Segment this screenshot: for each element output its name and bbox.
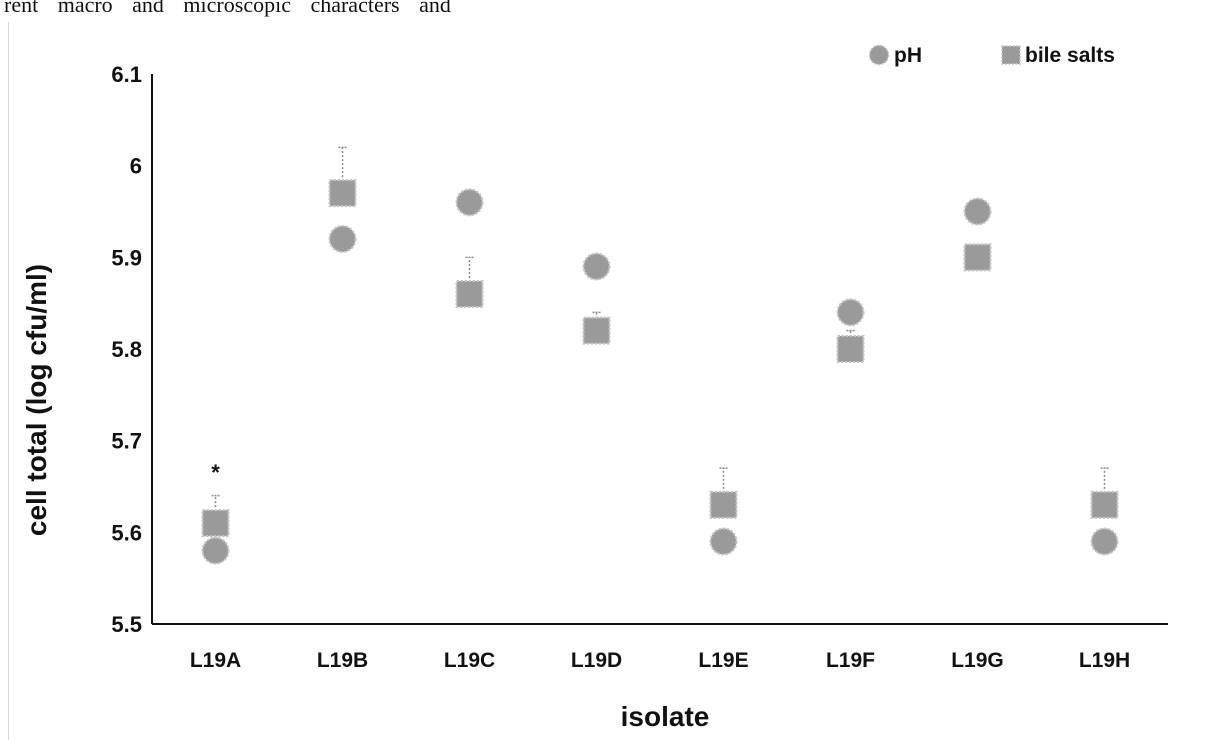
page-header-fragment: rent macro and microscopic characters an… (0, 0, 1214, 20)
x-tick-label: L19H (1079, 649, 1130, 672)
x-tick-labels: L19A L19B L19C L19D L19E L19F L19G L19H (190, 649, 1130, 672)
x-tick-label: L19C (444, 649, 495, 672)
y-tick-label: 6.1 (111, 62, 142, 87)
chart-axes (151, 74, 1168, 625)
x-tick-label: L19F (826, 649, 875, 672)
x-tick-label: L19D (571, 649, 622, 672)
bile-salts-point (201, 509, 230, 538)
legend-label-ph: pH (894, 44, 922, 67)
y-tick-label: 5.8 (111, 337, 142, 362)
bile-salts-point (328, 179, 357, 208)
legend-marker-bile-salts (1001, 45, 1021, 65)
significance-asterisk: * (211, 460, 220, 485)
ph-point (709, 527, 738, 556)
legend-item-ph: pH (868, 44, 922, 67)
bile-salts-point (1090, 490, 1119, 519)
x-tick-label: L19E (698, 649, 748, 672)
x-tick-label: L19B (317, 649, 368, 672)
ph-point (328, 225, 357, 253)
legend-item-bile-salts: bile salts (1001, 44, 1115, 67)
ph-point (836, 298, 865, 327)
y-tick-labels: 5.5 5.6 5.7 5.8 5.9 6 6.1 (111, 62, 142, 637)
data-points (201, 179, 1119, 565)
bile-salts-point (455, 280, 484, 308)
ph-point (201, 536, 230, 565)
y-tick-label: 5.5 (111, 612, 142, 637)
chart-annotations: * (211, 460, 220, 485)
bile-salts-point (582, 316, 611, 345)
legend-marker-ph (868, 44, 890, 66)
ph-point (1090, 527, 1119, 556)
ph-point (455, 188, 484, 217)
x-tick-label: L19G (951, 649, 1004, 672)
ph-point (963, 197, 992, 226)
y-tick-label: 6 (130, 154, 142, 179)
bile-salts-point (836, 335, 865, 363)
bile-salts-point (709, 490, 738, 519)
ph-point (582, 252, 611, 281)
chart-legend: pH bile salts (868, 44, 1115, 67)
y-tick-label: 5.6 (111, 520, 142, 545)
y-axis-title: cell total (log cfu/ml) (21, 264, 52, 536)
legend-label-bile-salts: bile salts (1025, 44, 1115, 67)
y-tick-label: 5.9 (111, 245, 142, 270)
page-left-rule (8, 22, 9, 740)
page-header-text: rent macro and microscopic characters an… (4, 0, 451, 17)
y-tick-label: 5.7 (111, 429, 142, 454)
x-axis-title: isolate (621, 701, 710, 732)
x-tick-label: L19A (190, 649, 241, 672)
bile-salts-point (963, 243, 992, 272)
